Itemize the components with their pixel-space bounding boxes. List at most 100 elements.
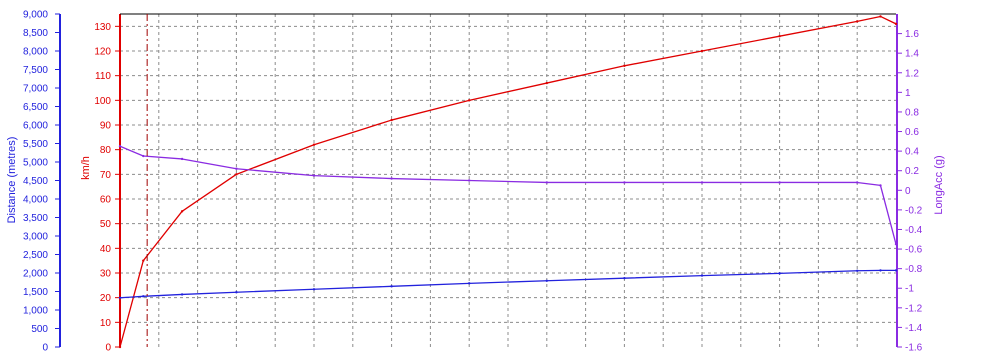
speed-tick-label: 0 — [105, 343, 111, 354]
speed-axis-label: km/h — [80, 156, 92, 180]
speed-data-point — [545, 81, 548, 85]
speed-series-line — [119, 15, 897, 348]
longacc-tick-label: -1.4 — [905, 323, 923, 334]
distance-tick-label: 5,500 — [23, 139, 48, 150]
distance-tick-label: 6,500 — [23, 102, 48, 113]
distance-data-point — [390, 285, 393, 288]
longacc-data-point — [118, 145, 122, 148]
longacc-tick-label: 0.2 — [905, 166, 919, 177]
distance-tick-label: 4,500 — [23, 176, 48, 187]
speed-tick-label: 40 — [100, 244, 112, 255]
distance-data-point — [142, 295, 145, 298]
speed-data-point — [235, 173, 238, 176]
distance-data-point — [700, 274, 704, 277]
distance-data-point — [856, 269, 859, 272]
longacc-axis-label: LongAcc (g) — [933, 155, 945, 214]
distance-tick-label: 8,500 — [23, 28, 48, 39]
speed-axis: 0 10 20 30 40 50 60 70 80 90 100 110 120 130 — [94, 14, 121, 354]
speed-data-point — [142, 259, 145, 262]
distance-data-point — [545, 279, 548, 282]
distance-data-point — [623, 276, 626, 280]
longacc-tick-label: 0.8 — [905, 107, 919, 118]
distance-tick-label: 4,000 — [23, 195, 48, 206]
distance-tick-label: 2,500 — [23, 250, 48, 261]
longacc-data-point — [879, 184, 882, 187]
speed-data-point — [778, 35, 781, 38]
speed-tick-label: 130 — [94, 22, 111, 33]
speed-data-point — [312, 143, 316, 146]
grid — [120, 14, 896, 347]
distance-data-point — [312, 288, 316, 291]
distance-tick-label: 9,000 — [23, 10, 48, 21]
longacc-data-point — [235, 167, 238, 170]
speed-tick-label: 20 — [100, 293, 112, 304]
longacc-data-point — [894, 242, 898, 246]
speed-data-point — [468, 99, 471, 102]
longacc-tick-label: 0.4 — [905, 147, 919, 158]
speed-tick-label: 70 — [100, 170, 112, 181]
speed-tick-label: 30 — [100, 269, 112, 280]
distance-tick-label: 7,000 — [23, 84, 48, 95]
distance-data-point — [778, 272, 781, 275]
distance-tick-label: 1,500 — [23, 287, 48, 298]
distance-tick-label: 8,000 — [23, 47, 48, 58]
longacc-tick-label: 0.6 — [905, 127, 919, 138]
longacc-tick-label: -0.8 — [905, 264, 923, 275]
longacc-data-point — [390, 177, 393, 180]
longacc-tick-label: 1.2 — [905, 68, 919, 79]
longacc-data-point — [778, 181, 781, 184]
distance-tick-label: 7,500 — [23, 65, 48, 76]
speed-data-point — [118, 345, 122, 349]
distance-tick-label: 5,000 — [23, 158, 48, 169]
longacc-data-point — [468, 179, 471, 182]
distance-tick-label: 0 — [42, 343, 48, 354]
distance-tick-label: 2,000 — [23, 269, 48, 280]
distance-data-point — [118, 296, 122, 299]
distance-series-line — [119, 269, 896, 299]
distance-tick-label: 1,000 — [23, 306, 48, 317]
distance-axis: 0 500 1,000 1,500 2,000 2,500 3,000 3,500 4,000 4… — [23, 10, 61, 354]
longacc-data-point — [623, 181, 626, 184]
speed-data-point — [700, 49, 704, 53]
speed-data-point — [879, 15, 882, 18]
distance-tick-label: 3,000 — [23, 232, 48, 243]
speed-data-point — [180, 210, 184, 213]
longacc-series-line — [119, 145, 897, 245]
longacc-data-point — [700, 181, 704, 184]
longacc-data-point — [142, 154, 145, 158]
longacc-axis: -1.6 -1.4 -1.2 -1 -0.8 -0.6 -0.4 -0.2 0 0.2 0.4 0.6… — [896, 14, 923, 354]
distance-data-point — [879, 269, 882, 272]
speed-data-point — [856, 20, 859, 23]
distance-data-point — [235, 291, 238, 294]
longacc-tick-label: 1.6 — [905, 29, 919, 40]
speed-tick-label: 110 — [95, 71, 111, 82]
series-layer — [118, 14, 898, 349]
longacc-tick-label: -0.2 — [905, 205, 923, 216]
speed-tick-label: 100 — [94, 96, 111, 107]
speed-data-point — [390, 118, 393, 122]
distance-data-point — [180, 293, 184, 296]
longacc-tick-label: -1.6 — [905, 343, 923, 354]
speed-tick-label: 90 — [100, 121, 112, 132]
distance-tick-label: 500 — [31, 324, 48, 335]
speed-data-point — [894, 22, 898, 26]
speed-tick-label: 60 — [100, 195, 112, 206]
distance-data-point — [894, 269, 898, 272]
speed-tick-label: 10 — [100, 318, 112, 329]
distance-tick-label: 6,000 — [23, 121, 48, 132]
longacc-tick-label: 1.4 — [905, 49, 919, 60]
longacc-tick-label: -1.2 — [905, 303, 923, 314]
distance-axis-label: Distance (metres) — [6, 137, 18, 224]
distance-data-point — [468, 282, 471, 285]
longacc-data-point — [180, 157, 184, 161]
distance-tick-label: 3,500 — [23, 213, 48, 224]
speed-data-point — [623, 64, 626, 68]
speed-tick-label: 80 — [100, 145, 112, 156]
longacc-tick-label: -0.6 — [905, 245, 923, 256]
longacc-tick-label: 1 — [905, 88, 911, 99]
speed-tick-label: 120 — [94, 47, 111, 58]
longacc-data-point — [545, 181, 548, 184]
longacc-tick-label: 0 — [905, 186, 911, 197]
longacc-tick-label: -0.4 — [905, 225, 923, 236]
